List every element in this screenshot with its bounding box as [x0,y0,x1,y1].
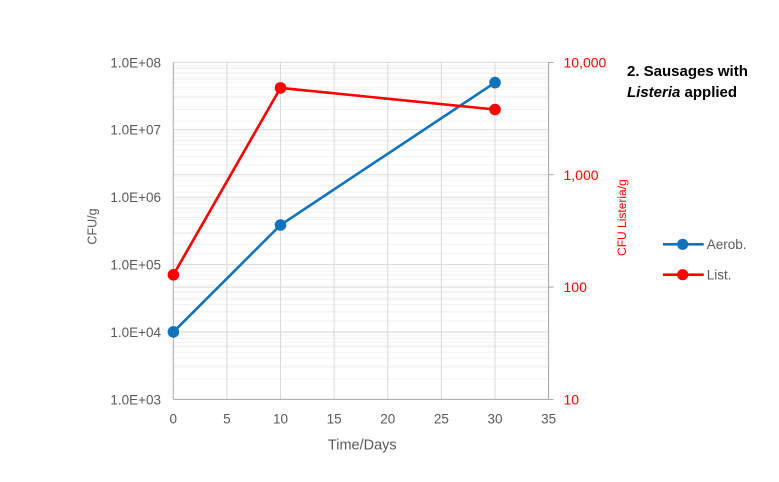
svg-text:5: 5 [223,412,231,427]
svg-text:100: 100 [564,279,588,295]
svg-text:15: 15 [327,412,342,427]
svg-text:30: 30 [487,412,502,427]
svg-text:Time/Days: Time/Days [328,438,397,454]
svg-text:35: 35 [541,412,556,427]
svg-text:Aerob.: Aerob. [707,237,747,252]
svg-text:10,000: 10,000 [564,55,607,71]
svg-text:1.0E+03: 1.0E+03 [110,392,161,407]
svg-text:1.0E+05: 1.0E+05 [110,258,161,273]
svg-text:0: 0 [170,412,178,427]
svg-text:List.: List. [707,268,732,283]
svg-text:CFU/g: CFU/g [86,208,100,244]
svg-text:1.0E+08: 1.0E+08 [110,55,161,70]
svg-text:25: 25 [434,412,449,427]
svg-text:CFU Listeria/g: CFU Listeria/g [615,179,629,256]
svg-text:10: 10 [273,412,288,427]
svg-text:20: 20 [380,412,395,427]
svg-text:1.0E+06: 1.0E+06 [110,190,161,205]
svg-text:1,000: 1,000 [564,167,599,183]
svg-text:1.0E+07: 1.0E+07 [110,123,161,138]
svg-text:Listeria applied: Listeria applied [627,84,737,101]
svg-text:1.0E+04: 1.0E+04 [110,325,161,340]
svg-text:2. Sausages with: 2. Sausages with [627,63,748,80]
svg-text:10: 10 [564,392,580,408]
